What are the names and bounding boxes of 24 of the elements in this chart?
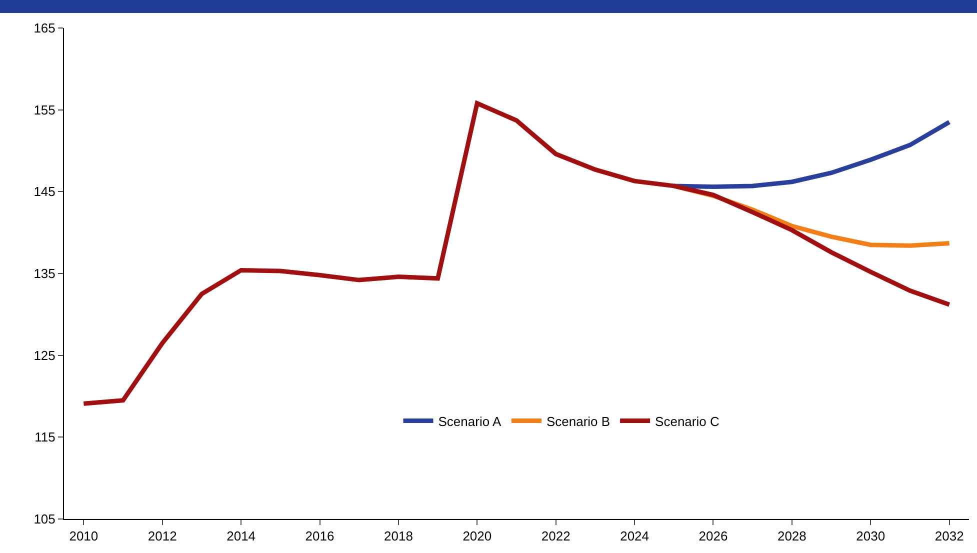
x-tick-label: 2026 [698, 528, 728, 544]
y-tick-label: 125 [34, 348, 56, 363]
y-tick-label: 145 [34, 184, 56, 200]
x-tick-label: 2030 [856, 528, 886, 544]
legend-label: Scenario B [546, 414, 610, 429]
line-series [81, 101, 952, 406]
y-tick-label: 115 [34, 430, 56, 445]
x-tick-label: 2032 [934, 528, 964, 544]
line-series [672, 120, 952, 190]
y-tick-label: 135 [34, 266, 56, 282]
y-tick-label: 165 [34, 20, 56, 36]
x-tick-label: 2014 [226, 528, 256, 544]
legend-label: Scenario A [438, 414, 502, 429]
x-tick-label: 2028 [777, 528, 806, 544]
x-tick-label: 2012 [148, 528, 177, 544]
x-tick-label: 2020 [462, 528, 492, 544]
x-tick-label: 2024 [620, 528, 649, 544]
x-tick-label: 2018 [384, 528, 413, 544]
y-tick-label: 155 [34, 102, 56, 118]
y-tick-label: 105 [34, 512, 56, 527]
x-tick-label: 2016 [305, 528, 334, 544]
x-tick-label: 2010 [69, 528, 98, 544]
x-tick-label: 2022 [541, 528, 570, 544]
legend-label: Scenario C [655, 414, 720, 429]
